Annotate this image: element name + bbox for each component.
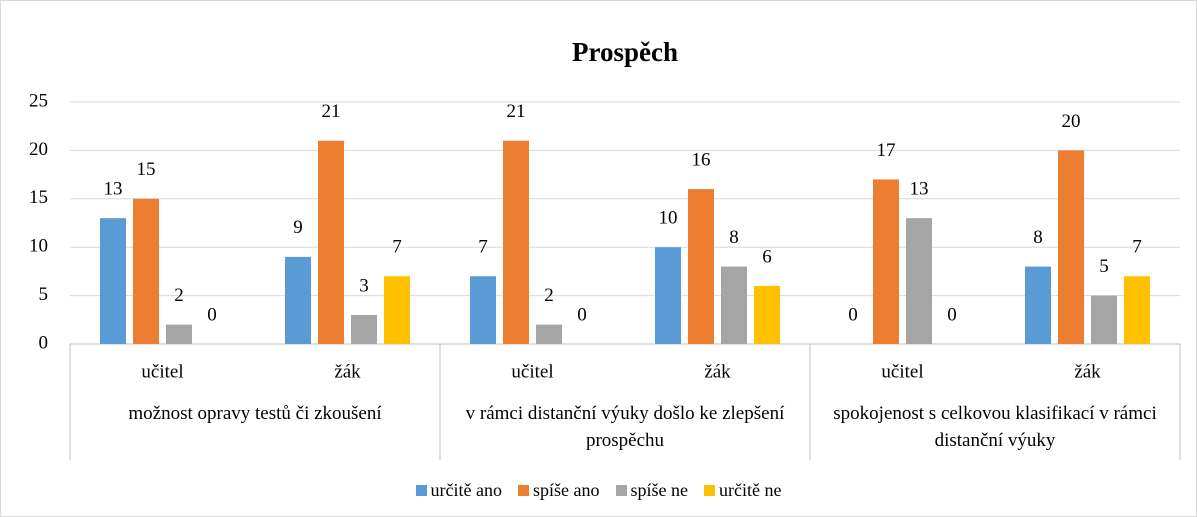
bar — [318, 140, 344, 344]
bar — [100, 218, 126, 344]
legend-label: spíše ano — [533, 480, 600, 500]
bar — [688, 189, 714, 344]
x-tick-label: žák — [334, 361, 361, 382]
data-label: 7 — [392, 237, 402, 258]
bar — [166, 324, 192, 344]
data-label: 13 — [910, 179, 929, 200]
data-label: 0 — [848, 304, 858, 325]
bar — [1124, 276, 1150, 344]
group-label: možnost opravy testů či zkoušení — [128, 403, 382, 424]
bar — [1025, 266, 1051, 344]
data-label: 16 — [692, 149, 711, 170]
bar — [1058, 150, 1084, 344]
chart-title: Prospěch — [572, 37, 678, 67]
data-label: 8 — [1033, 227, 1043, 248]
legend-item: spíše ano — [518, 480, 600, 501]
data-label: 6 — [762, 246, 772, 267]
bar — [351, 314, 377, 344]
x-tick-label: žák — [704, 361, 731, 382]
group-label: spokojenost s celkovou klasifikací v rám… — [833, 403, 1157, 451]
legend-swatch — [704, 485, 715, 496]
legend-swatch — [518, 485, 529, 496]
bar — [754, 285, 780, 344]
legend-swatch — [415, 485, 427, 496]
bar — [536, 324, 562, 344]
legend-item: spíše ne — [615, 480, 689, 501]
legend-item: určitě ne — [704, 480, 781, 501]
data-label: 0 — [207, 304, 217, 325]
x-tick-label: učitel — [881, 361, 923, 382]
bar — [655, 247, 681, 344]
data-label: 2 — [174, 285, 184, 306]
y-tick-label: 0 — [39, 332, 49, 353]
y-tick-label: 10 — [29, 236, 48, 257]
y-tick-label: 25 — [29, 90, 48, 111]
data-label: 0 — [577, 304, 587, 325]
x-tick-label: učitel — [141, 361, 183, 382]
x-tick-label: učitel — [511, 361, 553, 382]
group-label: v rámci distanční výuky došlo ke zlepšen… — [465, 403, 785, 451]
bar — [384, 276, 410, 344]
bar — [470, 276, 496, 344]
data-label: 21 — [322, 101, 341, 122]
legend-label: spíše ne — [630, 480, 689, 500]
x-tick-label: žák — [1074, 361, 1101, 382]
data-label: 7 — [478, 237, 488, 258]
y-tick-label: 5 — [39, 284, 49, 305]
legend-label: určitě ne — [719, 480, 782, 500]
data-label: 2 — [544, 285, 554, 306]
y-tick-label: 15 — [29, 187, 48, 208]
bar — [906, 218, 932, 344]
bar — [285, 256, 311, 344]
legend-label: určitě ano — [430, 480, 502, 500]
data-label: 9 — [293, 217, 303, 238]
bar — [1091, 295, 1117, 344]
data-label: 21 — [507, 101, 526, 122]
bar — [133, 198, 159, 344]
data-label: 13 — [104, 179, 123, 200]
data-label: 10 — [659, 208, 678, 229]
data-label: 15 — [137, 159, 156, 180]
data-label: 3 — [359, 275, 369, 296]
legend: určitě ano spíše ano spíše ne určitě ne — [0, 480, 1197, 501]
y-tick-label: 20 — [29, 139, 48, 160]
bar — [503, 140, 529, 344]
data-label: 7 — [1132, 237, 1142, 258]
data-label: 0 — [947, 304, 957, 325]
data-label: 20 — [1062, 111, 1081, 132]
data-label: 5 — [1099, 256, 1109, 277]
bar — [721, 266, 747, 344]
bar — [873, 179, 899, 344]
legend-swatch — [615, 485, 627, 496]
legend-item: určitě ano — [415, 480, 502, 501]
data-label: 8 — [729, 227, 739, 248]
data-label: 17 — [877, 140, 896, 161]
